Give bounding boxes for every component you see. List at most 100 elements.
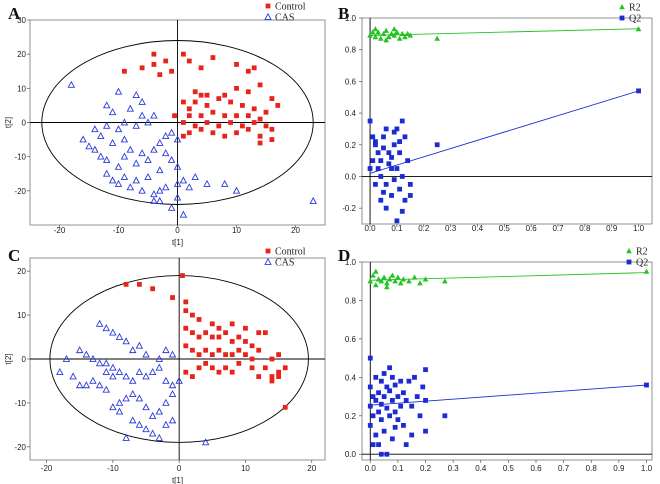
data-point bbox=[256, 330, 262, 336]
data-point bbox=[216, 96, 222, 101]
x-tick-label: 0.8 bbox=[586, 464, 598, 473]
data-point bbox=[269, 356, 275, 362]
panel-letter: B bbox=[338, 4, 349, 23]
data-point bbox=[82, 381, 91, 389]
data-point bbox=[186, 130, 192, 136]
data-point bbox=[102, 368, 110, 376]
x-tick-label: 0.2 bbox=[420, 464, 432, 473]
data-point bbox=[228, 99, 233, 105]
data-point bbox=[135, 368, 144, 376]
data-point bbox=[402, 197, 408, 203]
x-tick-label: 0.4 bbox=[472, 224, 484, 233]
data-point bbox=[183, 343, 189, 349]
data-point bbox=[109, 363, 117, 371]
data-point bbox=[135, 420, 144, 428]
data-point bbox=[378, 401, 384, 407]
x-tick-label: 0.5 bbox=[499, 224, 511, 233]
y-tick-label: 0.6 bbox=[345, 335, 357, 344]
data-point bbox=[407, 32, 414, 38]
data-point bbox=[251, 106, 257, 112]
x-tick-label: -20 bbox=[41, 464, 53, 473]
data-point bbox=[391, 129, 397, 135]
data-point bbox=[245, 113, 251, 119]
data-point bbox=[108, 138, 117, 146]
panel-a: A -20 -10 0 10 20 30 20 10 0 -10 -20 t[1] t[2] Control… bbox=[4, 2, 326, 247]
data-point bbox=[181, 133, 186, 139]
data-point bbox=[229, 352, 235, 358]
data-point bbox=[263, 123, 269, 129]
x-tick-label: 0.6 bbox=[526, 224, 538, 233]
data-point bbox=[132, 121, 140, 129]
data-point bbox=[156, 138, 164, 146]
data-point bbox=[115, 398, 124, 406]
data-point bbox=[67, 80, 76, 88]
x-tick-label: 0.5 bbox=[503, 464, 515, 473]
panel-letter: D bbox=[338, 246, 350, 265]
data-point bbox=[378, 378, 384, 384]
data-point bbox=[129, 389, 137, 397]
y-tick-label: 1.0 bbox=[345, 14, 357, 23]
y-tick-label: -20 bbox=[14, 187, 26, 196]
data-point bbox=[102, 121, 111, 129]
data-point bbox=[210, 109, 216, 115]
legend-marker bbox=[264, 257, 272, 265]
data-point bbox=[203, 179, 211, 187]
legend-label: Q2 bbox=[636, 258, 648, 269]
data-point bbox=[123, 281, 129, 287]
data-point bbox=[190, 330, 195, 336]
data-point bbox=[367, 32, 373, 38]
data-point bbox=[155, 407, 164, 415]
data-point bbox=[367, 118, 373, 124]
data-point bbox=[216, 347, 222, 353]
data-point bbox=[249, 356, 255, 362]
x-tick-label: 20 bbox=[307, 464, 316, 473]
data-point bbox=[376, 409, 381, 415]
data-point bbox=[75, 381, 84, 389]
data-point bbox=[175, 376, 183, 384]
x-tick-label: 0 bbox=[175, 226, 180, 235]
data-point bbox=[423, 428, 428, 434]
data-point bbox=[282, 404, 288, 410]
data-point bbox=[243, 325, 248, 331]
data-point bbox=[161, 149, 170, 157]
data-point bbox=[269, 378, 275, 384]
y-tick-label: 30 bbox=[17, 16, 26, 25]
data-point bbox=[376, 390, 381, 396]
regression-line-r2 bbox=[370, 272, 647, 281]
data-point bbox=[150, 111, 158, 119]
data-point bbox=[163, 58, 169, 64]
data-point bbox=[644, 382, 649, 388]
data-point bbox=[222, 133, 228, 139]
data-point bbox=[161, 132, 170, 140]
x-tick-label: 0.7 bbox=[552, 224, 564, 233]
data-point bbox=[122, 394, 130, 402]
data-point bbox=[138, 149, 146, 157]
data-point bbox=[378, 158, 384, 164]
data-point bbox=[386, 276, 393, 282]
data-point bbox=[389, 272, 396, 278]
data-point bbox=[203, 330, 209, 336]
data-point bbox=[139, 65, 145, 71]
panel-c: C -20 -10 0 10 20 20 10 0 -10 -20 t[1] t[2] ControlCA… bbox=[4, 246, 326, 484]
data-point bbox=[95, 381, 104, 389]
data-point bbox=[276, 352, 281, 358]
data-point bbox=[142, 425, 150, 433]
data-point bbox=[403, 442, 409, 448]
y-tick-label: 0.8 bbox=[345, 46, 357, 55]
data-point bbox=[434, 35, 440, 41]
series-cas bbox=[67, 80, 317, 218]
data-point bbox=[198, 126, 204, 132]
y-axis-title: t[2] bbox=[4, 353, 13, 364]
x-tick-label: 10 bbox=[241, 464, 250, 473]
panel-b: B 0.0 0.1 0.2 0.3 0.4 0.5 0.6 0.7 0.8 0.9 1.0 1.0 0.8… bbox=[338, 3, 653, 233]
data-point bbox=[181, 51, 186, 57]
x-tick-label: -20 bbox=[54, 226, 66, 235]
data-point bbox=[236, 334, 242, 340]
data-point bbox=[162, 398, 170, 406]
data-point bbox=[389, 155, 394, 160]
data-point bbox=[144, 118, 152, 126]
data-point bbox=[256, 374, 262, 379]
data-point bbox=[201, 438, 210, 446]
data-point bbox=[370, 272, 376, 278]
legend-marker bbox=[626, 248, 632, 254]
